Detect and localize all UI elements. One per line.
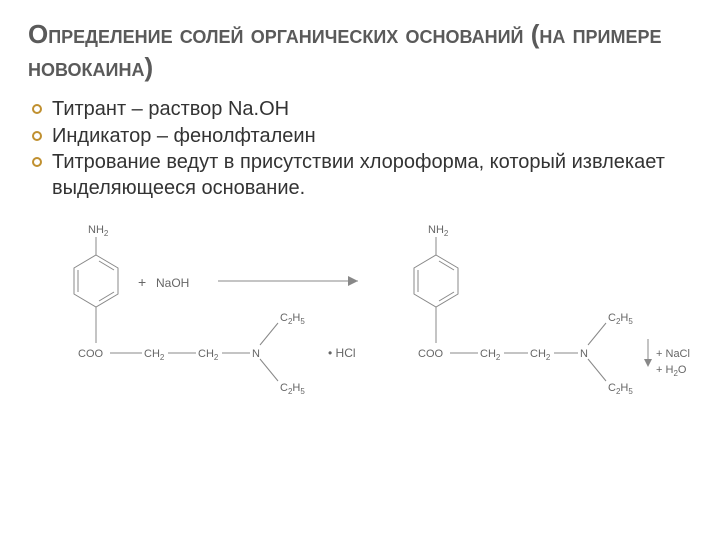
- slide-title: Определение солей органических оснований…: [28, 18, 692, 83]
- svg-text:N: N: [252, 348, 260, 360]
- svg-text:• HCl: • HCl: [328, 346, 356, 360]
- svg-text:+ H2O: + H2O: [656, 364, 687, 378]
- svg-text:COO: COO: [78, 348, 104, 360]
- bullet-item: Титрант – раствор Na.OH: [28, 97, 692, 123]
- svg-text:C2H5: C2H5: [280, 312, 305, 326]
- svg-text:CH2: CH2: [144, 348, 165, 362]
- svg-text:C2H5: C2H5: [608, 312, 633, 326]
- bullet-list: Титрант – раствор Na.OH Индикатор – фено…: [28, 97, 692, 201]
- chemical-reaction-diagram: NH2 COO CH2 CH2 N: [28, 215, 692, 455]
- svg-text:C2H5: C2H5: [608, 382, 633, 396]
- svg-text:NaOH: NaOH: [156, 276, 189, 290]
- svg-text:+ NaCl: + NaCl: [656, 348, 690, 360]
- svg-text:CH2: CH2: [198, 348, 219, 362]
- svg-text:+: +: [138, 274, 146, 290]
- svg-text:CH2: CH2: [530, 348, 551, 362]
- svg-text:NH2: NH2: [428, 224, 449, 238]
- svg-text:C2H5: C2H5: [280, 382, 305, 396]
- svg-text:NH2: NH2: [88, 224, 109, 238]
- bullet-item: Индикатор – фенолфталеин: [28, 124, 692, 150]
- svg-text:COO: COO: [418, 348, 444, 360]
- svg-text:N: N: [580, 348, 588, 360]
- bullet-item: Титрование ведут в присутствии хлороформ…: [28, 150, 692, 201]
- svg-text:CH2: CH2: [480, 348, 501, 362]
